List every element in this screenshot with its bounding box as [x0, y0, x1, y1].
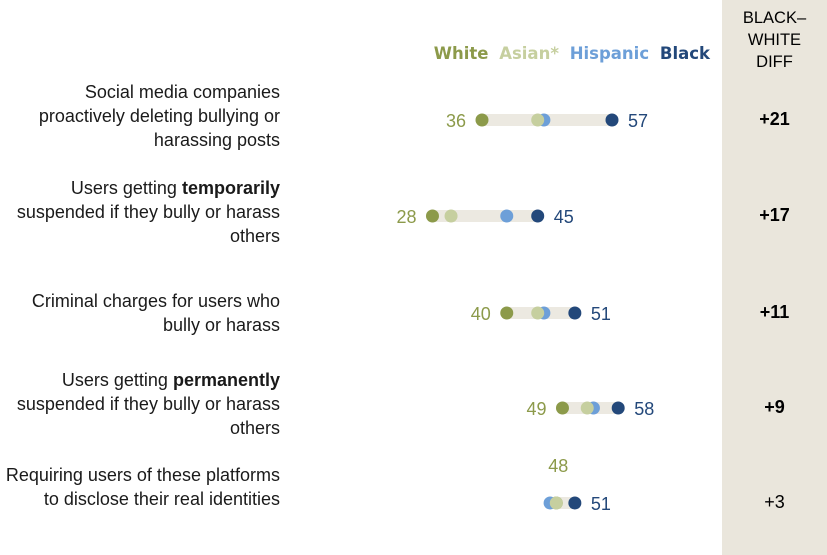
diff-header-line-3: DIFF — [756, 53, 793, 71]
diff-value-1: +21 — [759, 109, 790, 129]
dot-white-3 — [500, 306, 514, 320]
dot-asian-5 — [549, 496, 563, 510]
dot-white-2 — [425, 209, 439, 223]
diff-column-background — [722, 0, 827, 555]
dot-black-5 — [568, 496, 582, 510]
dot-asian-3 — [531, 306, 545, 320]
legend-asian: Asian* — [499, 44, 559, 63]
dot-white-1 — [475, 113, 489, 127]
row-label-text: Social media companies proactively delet… — [38, 82, 280, 150]
value-label-black-1: 57 — [628, 111, 648, 131]
diff-value-2: +17 — [759, 205, 790, 225]
dot-asian-1 — [531, 113, 545, 127]
diff-value-3: +11 — [759, 302, 790, 322]
legend-white: White — [433, 44, 489, 63]
legend-black: Black — [659, 44, 710, 63]
row-label-text-rest: suspended if they bully or harass others — [16, 202, 280, 246]
row-label-3: Criminal charges for users who bully or … — [0, 289, 280, 337]
dot-black-1 — [605, 113, 619, 127]
row-label-4: Users getting permanently suspended if t… — [0, 368, 280, 440]
row-label-emphasis: temporarily — [181, 178, 280, 198]
value-label-black-5: 51 — [591, 494, 611, 514]
value-label-white-5: 48 — [548, 456, 568, 476]
row-label-emphasis: permanently — [172, 370, 280, 390]
diff-value-4: +9 — [764, 397, 785, 417]
row-label-text: Users getting — [70, 178, 182, 198]
row-label-5: Requiring users of these platforms to di… — [0, 463, 280, 511]
diff-header-line-2: WHITE — [747, 31, 802, 49]
row-label-text: Criminal charges for users who bully or … — [31, 291, 280, 335]
dot-black-3 — [568, 306, 582, 320]
dot-asian-4 — [580, 401, 594, 415]
diff-column-header: BLACK– WHITE DIFF — [722, 7, 827, 73]
legend: White Asian* Hispanic Black — [380, 44, 710, 63]
value-label-white-3: 40 — [471, 304, 491, 324]
value-label-white-2: 28 — [396, 207, 416, 227]
value-label-black-3: 51 — [591, 304, 611, 324]
legend-hispanic: Hispanic — [569, 44, 650, 63]
diff-value-5: +3 — [764, 492, 785, 512]
value-label-white-4: 49 — [526, 399, 546, 419]
row-label-text: Users getting — [61, 370, 173, 390]
dot-black-4 — [611, 401, 625, 415]
dot-black-2 — [531, 209, 545, 223]
dot-white-4 — [555, 401, 569, 415]
row-label-text: Requiring users of these platforms to di… — [5, 465, 280, 509]
dot-hispanic-2 — [500, 209, 514, 223]
value-label-black-2: 45 — [554, 207, 574, 227]
row-label-1: Social media companies proactively delet… — [0, 80, 280, 152]
dot-asian-2 — [444, 209, 458, 223]
row-label-2: Users getting temporarily suspended if t… — [0, 176, 280, 248]
row-label-text-rest: suspended if they bully or harass others — [16, 394, 280, 438]
value-label-black-4: 58 — [634, 399, 654, 419]
value-label-white-1: 36 — [446, 111, 466, 131]
diff-header-line-1: BLACK– — [742, 9, 807, 27]
